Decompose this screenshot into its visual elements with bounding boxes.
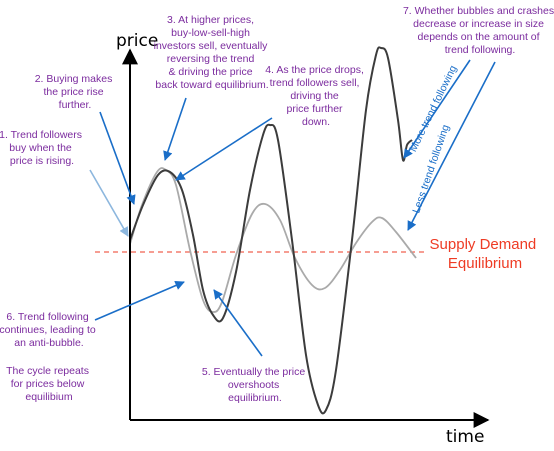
annotation-1: 1. Trend followers buy when the price is…	[0, 129, 85, 167]
arrow-annotation-2	[99, 111, 136, 205]
arrow-more-trend	[403, 59, 471, 159]
equilibrium-label: Supply Demand Equilibrium	[430, 236, 541, 272]
annotation-2: 2. Buying makes the price rise further.	[35, 73, 116, 111]
annotation-7: 7. Whether bubbles and crashes decrease …	[403, 5, 554, 56]
annotation-5: 5. Eventually the price overshoots equil…	[202, 366, 308, 404]
less-trend-following-curve	[129, 167, 417, 313]
arrow-annotation-1	[89, 169, 129, 237]
annotation-3: 3. At higher prices, buy-low-sell-high i…	[154, 14, 271, 91]
arrow-annotation-3	[163, 97, 187, 161]
arrow-annotation-4	[175, 117, 273, 181]
annotation-6: 6. Trend following continues, leading to…	[0, 311, 99, 349]
annotation-4: 4. As the price drops, trend followers s…	[265, 64, 367, 128]
arrow-annotation-5	[213, 289, 263, 357]
arrow-annotation-6	[94, 280, 185, 321]
y-axis-label: price	[116, 31, 158, 51]
annotation-6-cycle-repeats: The cycle repeats for prices below equil…	[6, 365, 92, 403]
more-trend-following-curve	[129, 46, 413, 415]
more-trend-label: More trend following	[407, 63, 459, 153]
x-axis-label: time	[446, 427, 484, 447]
arrow-less-trend	[407, 61, 496, 231]
